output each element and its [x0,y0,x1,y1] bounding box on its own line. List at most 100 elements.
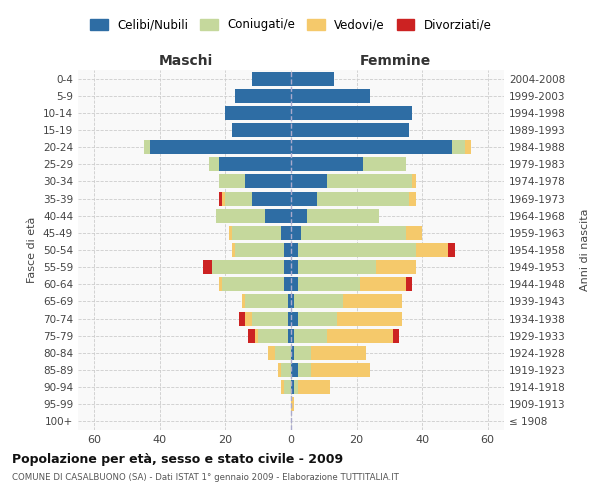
Y-axis label: Anni di nascita: Anni di nascita [580,209,589,291]
Bar [288,328,291,342]
Bar [294,328,327,342]
Bar [215,208,265,222]
Bar [291,346,294,360]
Bar [360,278,406,291]
Bar [376,260,416,274]
Bar [298,260,376,274]
Bar [298,312,337,326]
Bar [248,328,255,342]
Bar [291,226,301,240]
Bar [291,260,298,274]
Bar [307,208,379,222]
Bar [291,278,298,291]
Bar [232,123,291,137]
Bar [291,192,317,205]
Bar [222,192,226,205]
Bar [392,328,399,342]
Bar [281,380,284,394]
Bar [291,208,307,222]
Bar [226,106,291,120]
Bar [284,243,291,257]
Bar [291,174,327,188]
Bar [219,192,222,205]
Bar [251,312,288,326]
Bar [288,312,291,326]
Bar [412,174,416,188]
Bar [363,158,406,172]
Text: COMUNE DI CASALBUONO (SA) - Dati ISTAT 1° gennaio 2009 - Elaborazione TUTTITALIA: COMUNE DI CASALBUONO (SA) - Dati ISTAT 1… [12,472,399,482]
Bar [203,260,212,274]
Bar [291,123,409,137]
Bar [294,294,343,308]
Bar [275,346,291,360]
Bar [281,363,291,377]
Bar [251,192,291,205]
Bar [298,278,360,291]
Bar [298,363,311,377]
Bar [258,328,288,342]
Bar [268,346,275,360]
Bar [291,88,370,102]
Bar [291,380,294,394]
Bar [239,312,245,326]
Bar [291,363,298,377]
Bar [284,380,291,394]
Bar [143,140,150,154]
Bar [229,226,232,240]
Legend: Celibi/Nubili, Coniugati/e, Vedovi/e, Divorziati/e: Celibi/Nubili, Coniugati/e, Vedovi/e, Di… [90,18,492,32]
Bar [235,243,284,257]
Bar [311,346,367,360]
Bar [288,294,291,308]
Bar [245,294,288,308]
Bar [242,294,245,308]
Text: Maschi: Maschi [159,54,213,68]
Bar [311,363,370,377]
Bar [291,312,298,326]
Bar [291,328,294,342]
Bar [212,260,284,274]
Bar [245,312,251,326]
Bar [278,363,281,377]
Bar [317,192,409,205]
Bar [291,158,363,172]
Bar [301,226,406,240]
Text: Popolazione per età, sesso e stato civile - 2009: Popolazione per età, sesso e stato civil… [12,452,343,466]
Bar [298,380,331,394]
Bar [452,140,464,154]
Bar [291,140,452,154]
Bar [416,243,448,257]
Text: Femmine: Femmine [360,54,431,68]
Bar [222,278,284,291]
Bar [337,312,403,326]
Bar [343,294,403,308]
Bar [235,88,291,102]
Bar [327,174,412,188]
Bar [448,243,455,257]
Bar [298,243,416,257]
Bar [291,398,294,411]
Bar [219,174,245,188]
Bar [255,328,258,342]
Bar [409,192,416,205]
Bar [265,208,291,222]
Bar [232,226,281,240]
Bar [291,72,334,86]
Bar [219,158,291,172]
Bar [291,294,294,308]
Bar [327,328,392,342]
Y-axis label: Fasce di età: Fasce di età [28,217,37,283]
Bar [291,106,412,120]
Bar [406,278,412,291]
Bar [226,192,251,205]
Bar [284,260,291,274]
Bar [245,174,291,188]
Bar [291,243,298,257]
Bar [284,278,291,291]
Bar [232,243,235,257]
Bar [464,140,471,154]
Bar [406,226,422,240]
Bar [209,158,219,172]
Bar [281,226,291,240]
Bar [150,140,291,154]
Bar [294,380,298,394]
